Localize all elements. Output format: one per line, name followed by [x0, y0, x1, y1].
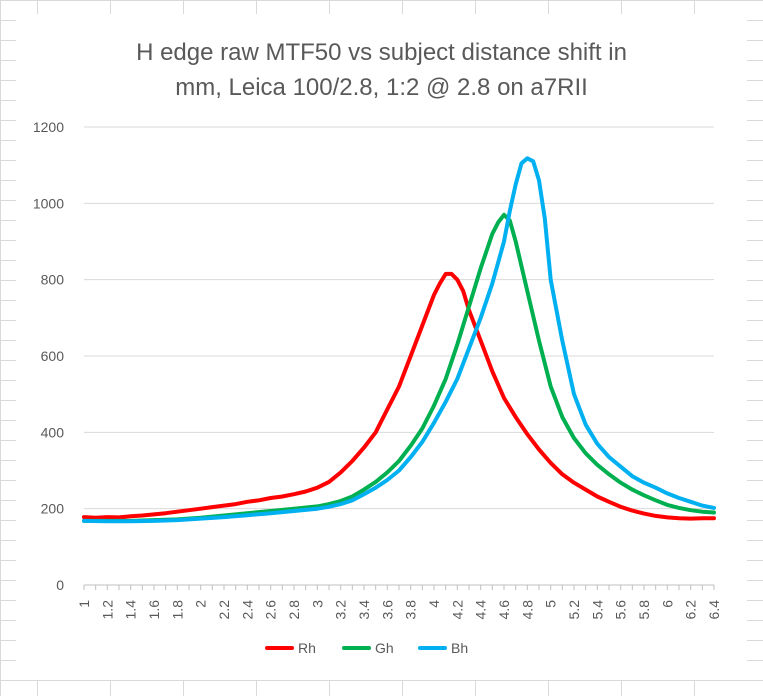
x-tick-label: 2.8: [286, 600, 302, 620]
x-tick-label: 5.6: [613, 600, 629, 620]
y-tick-label: 600: [41, 348, 65, 364]
x-tick-label: 3.4: [356, 600, 372, 620]
x-tick-label: 4.6: [496, 600, 512, 620]
x-tick-label: 5.8: [636, 600, 652, 620]
x-tick-label: 2: [193, 600, 209, 608]
series-line-gh: [82, 212, 716, 523]
x-tick-label: 2.2: [216, 600, 232, 620]
x-tick-label: 5: [543, 600, 559, 608]
y-tick-label: 1200: [33, 119, 64, 135]
chart-plot: 0 200 400 600 800 1000 1200 1 1.2 1.4 1.6 1.8 2 2.2 2.…: [33, 119, 722, 656]
x-tick-label: 6.2: [683, 600, 699, 620]
x-tick-label: 2.4: [239, 600, 255, 620]
y-tick-label: 1000: [33, 195, 64, 211]
series-line-rh: [82, 271, 716, 521]
x-tick-label: 3.8: [403, 600, 419, 620]
x-tick-label: 4: [426, 600, 442, 608]
x-tick-label: 2.6: [263, 600, 279, 620]
x-tick-label: 5.2: [566, 600, 582, 620]
legend-label-rh: Rh: [298, 640, 316, 656]
x-tick-label: 1.8: [169, 600, 185, 620]
x-tick-label: 1: [76, 600, 92, 608]
x-tick-label: 6.4: [706, 600, 722, 620]
y-tick-label: 200: [41, 501, 65, 517]
x-tick-label: 3: [309, 600, 325, 608]
x-tick-label: 1.6: [146, 600, 162, 620]
x-tick-label: 4.8: [519, 600, 535, 620]
legend-label-gh: Gh: [375, 640, 394, 656]
x-tick-label: 1.4: [123, 600, 139, 620]
x-tick-label: 3.6: [379, 600, 395, 620]
x-tick-label: 4.4: [473, 600, 489, 620]
chart-panel: 0 200 400 600 800 1000 1200 1 1.2 1.4 1.6 1.8 2 2.2 2.…: [16, 14, 747, 680]
series-line-bh: [82, 156, 716, 524]
chart-title-line-2: mm, Leica 100/2.8, 1:2 @ 2.8 on a7RII: [175, 74, 588, 101]
y-tick-label: 400: [41, 424, 65, 440]
y-tick-label: 0: [56, 577, 64, 593]
x-tick-label: 1.2: [99, 600, 115, 620]
legend-label-bh: Bh: [451, 640, 468, 656]
y-tick-label: 800: [41, 272, 65, 288]
x-tick-label: 3.2: [333, 600, 349, 620]
x-tick-label: 6: [659, 600, 675, 608]
x-tick-label: 4.2: [449, 600, 465, 620]
x-tick-label: 5.4: [589, 600, 605, 620]
chart-title-line-1: H edge raw MTF50 vs subject distance shi…: [136, 39, 627, 66]
